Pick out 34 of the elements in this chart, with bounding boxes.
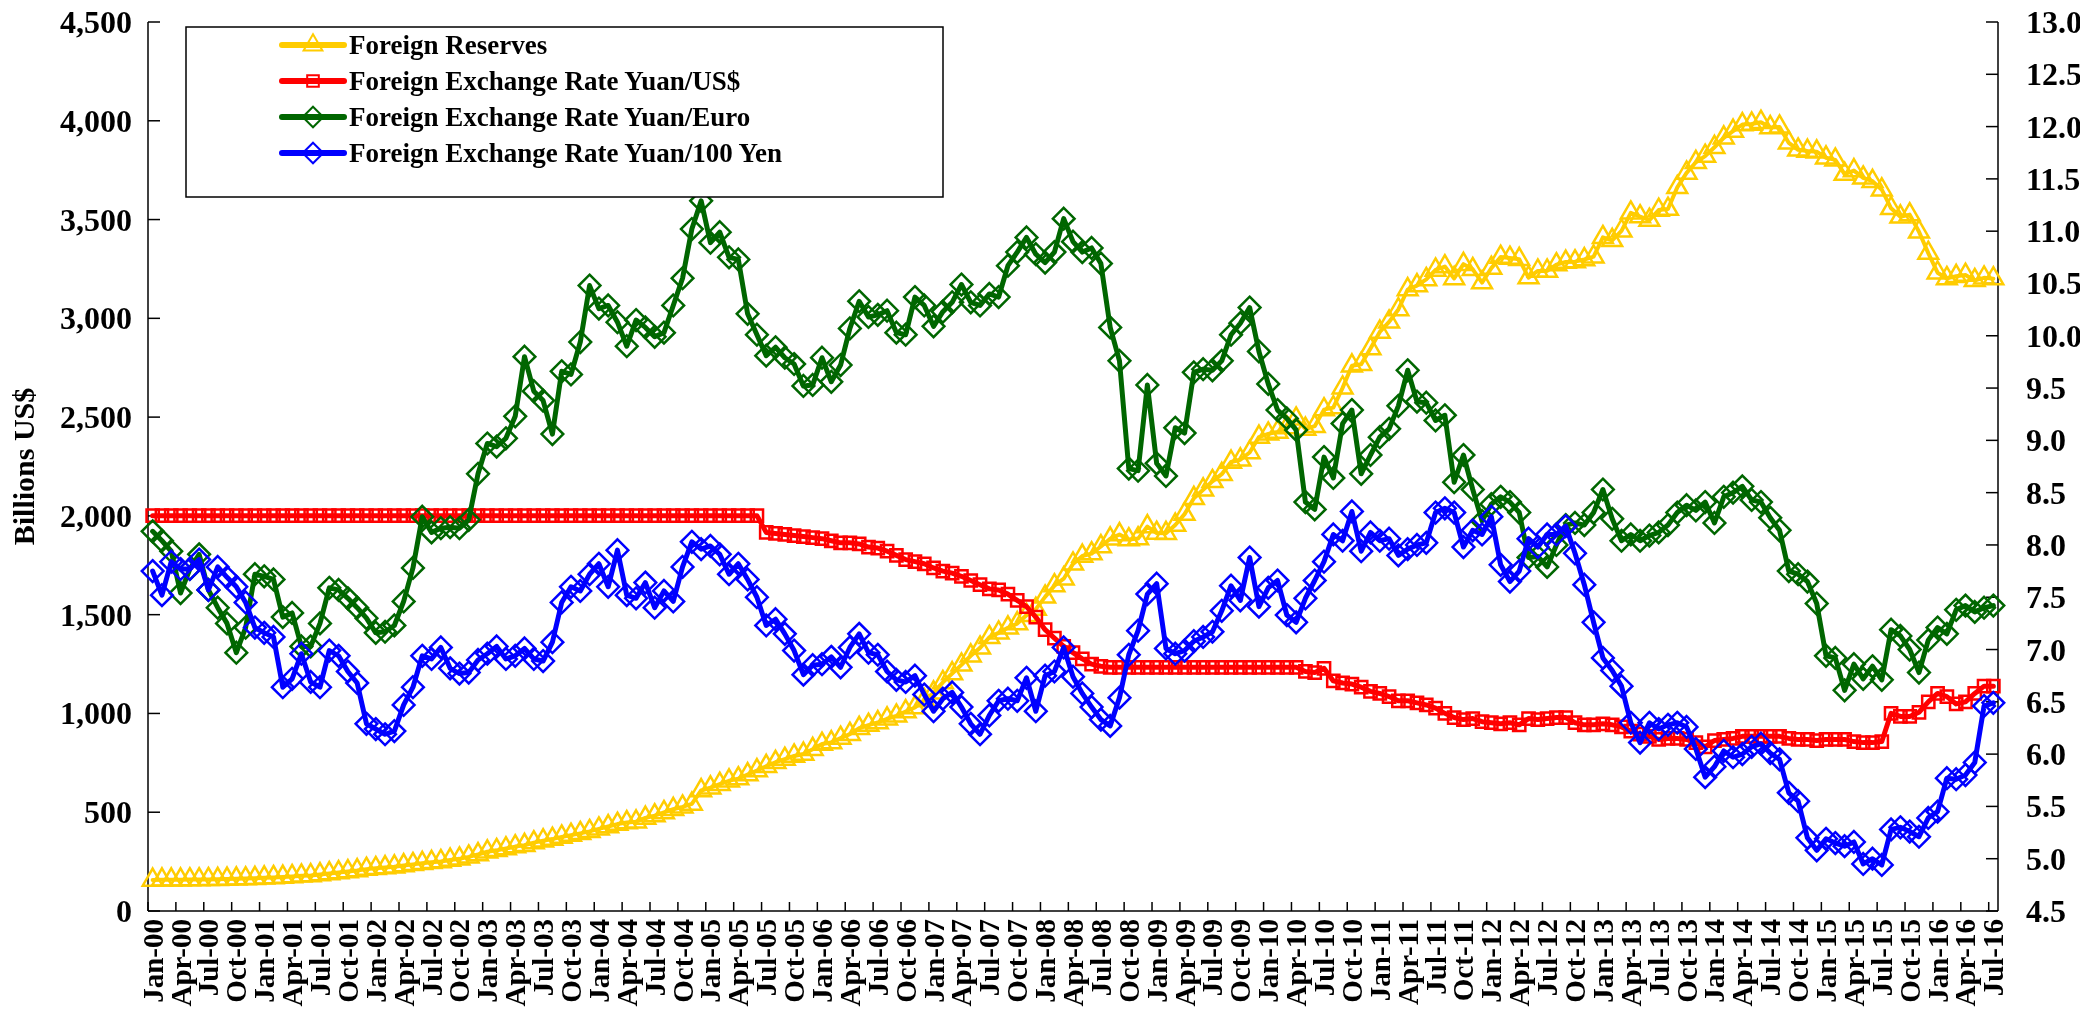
y2-tick-label: 4.5 [2026, 893, 2066, 929]
x-tick-label: Jan-00 [136, 919, 169, 1003]
y2-tick-label: 13.0 [2026, 4, 2080, 40]
y2-tick-label: 11.5 [2026, 160, 2080, 197]
y2-tick-label: 10.0 [2026, 317, 2080, 354]
y2-tick-label: 5.0 [2026, 840, 2066, 877]
y2-tick-label: 7.0 [2026, 631, 2066, 668]
y2-tick-label: 9.0 [2026, 422, 2066, 459]
y-tick-label: 4,500 [60, 4, 132, 40]
y-axis-title: Billions US$ [7, 387, 40, 546]
y-tick-label: 3,000 [60, 300, 132, 337]
y-tick-label: 0 [116, 893, 132, 929]
y2-tick-label: 8.5 [2026, 474, 2066, 511]
y-tick-label: 4,000 [60, 102, 132, 139]
y2-tick-label: 5.5 [2026, 788, 2066, 825]
y2-tick-label: 12.0 [2026, 108, 2080, 145]
y2-tick-label: 6.0 [2026, 736, 2066, 773]
y2-tick-label: 11.0 [2026, 213, 2080, 250]
y-tick-label: 1,000 [60, 695, 132, 732]
legend-label: Foreign Exchange Rate Yuan/US$ [349, 66, 741, 96]
y-tick-label: 1,500 [60, 596, 132, 633]
legend-label: Foreign Reserves [349, 30, 548, 60]
y2-tick-label: 7.5 [2026, 579, 2066, 616]
legend-label: Foreign Exchange Rate Yuan/100 Yen [349, 138, 783, 168]
legend-label: Foreign Exchange Rate Yuan/Euro [349, 102, 751, 132]
y-tick-label: 500 [84, 794, 132, 831]
y-tick-label: 2,000 [60, 497, 132, 534]
y2-tick-label: 6.5 [2026, 683, 2066, 720]
y2-tick-label: 8.0 [2026, 526, 2066, 563]
y-tick-label: 2,500 [60, 399, 132, 436]
y-tick-label: 3,500 [60, 201, 132, 238]
y2-tick-label: 9.5 [2026, 370, 2066, 407]
y2-tick-label: 10.5 [2026, 265, 2080, 302]
y2-tick-label: 12.5 [2026, 56, 2080, 93]
